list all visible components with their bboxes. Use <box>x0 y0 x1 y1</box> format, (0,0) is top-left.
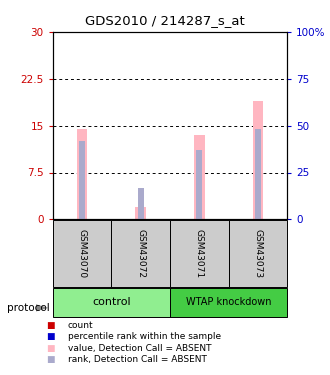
Text: ■: ■ <box>46 332 55 341</box>
Bar <box>112 220 170 287</box>
Text: protocol: protocol <box>7 303 50 313</box>
Text: ■: ■ <box>46 321 55 330</box>
Bar <box>170 288 287 317</box>
Text: GSM43070: GSM43070 <box>78 229 86 278</box>
Text: percentile rank within the sample: percentile rank within the sample <box>68 332 221 341</box>
Polygon shape <box>36 304 48 312</box>
Bar <box>170 220 229 287</box>
Bar <box>252 100 263 219</box>
Bar <box>138 188 144 219</box>
Text: GSM43073: GSM43073 <box>253 229 262 278</box>
Text: GDS2010 / 214287_s_at: GDS2010 / 214287_s_at <box>85 14 245 27</box>
Text: ■: ■ <box>46 344 55 352</box>
Text: rank, Detection Call = ABSENT: rank, Detection Call = ABSENT <box>68 355 207 364</box>
Bar <box>255 129 261 219</box>
Text: GSM43071: GSM43071 <box>195 229 204 278</box>
Bar <box>228 220 287 287</box>
Bar <box>135 207 146 219</box>
Text: ■: ■ <box>46 355 55 364</box>
Bar <box>79 141 85 219</box>
Text: count: count <box>68 321 93 330</box>
Bar <box>77 129 87 219</box>
Text: control: control <box>92 297 131 307</box>
Text: value, Detection Call = ABSENT: value, Detection Call = ABSENT <box>68 344 211 352</box>
Text: WTAP knockdown: WTAP knockdown <box>186 297 271 307</box>
Text: GSM43072: GSM43072 <box>136 229 145 278</box>
Bar <box>53 220 112 287</box>
Bar <box>53 288 170 317</box>
Bar <box>196 150 202 219</box>
Bar <box>194 135 205 219</box>
